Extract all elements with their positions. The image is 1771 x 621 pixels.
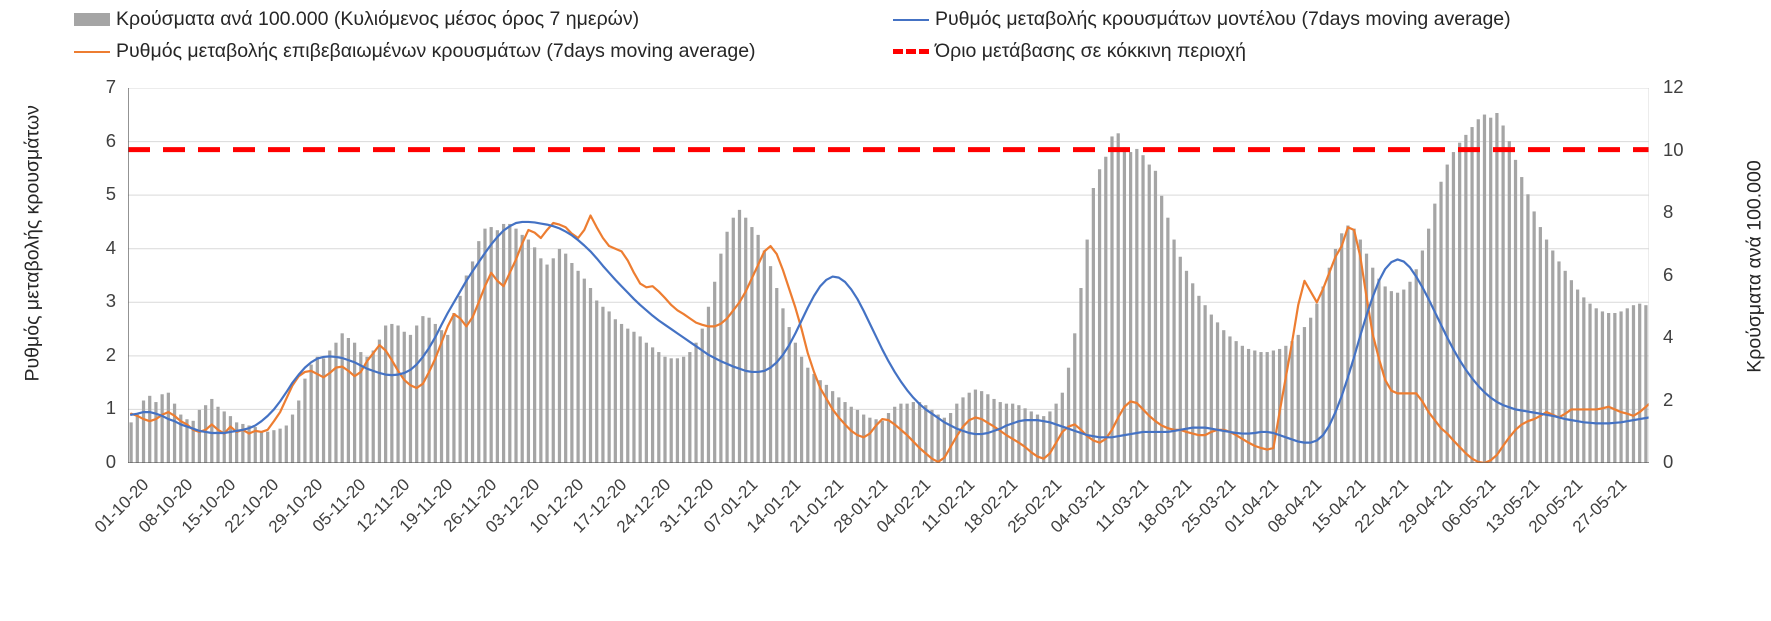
legend-label-confirmed-rate: Ρυθμός μεταβολής επιβεβαιωμένων κρουσμάτ… <box>116 40 756 62</box>
y-right-tick-2: 2 <box>1663 388 1674 410</box>
legend-label-cases-per-100k: Κρούσματα ανά 100.000 (Κυλιόμενος μέσος … <box>116 8 640 30</box>
bar-series <box>129 113 1648 463</box>
legend-item-model-rate[interactable]: Ρυθμός μεταβολής κρουσμάτων μοντέλου (7d… <box>893 8 1511 31</box>
y-axis-right-title: Κρούσματα ανά 100.000 <box>1743 160 1766 373</box>
y-right-tick-6: 6 <box>1663 263 1674 285</box>
line-series-confirmed <box>130 214 1649 463</box>
y-right-tick-0: 0 <box>1663 451 1674 472</box>
chart-canvas <box>128 88 1649 463</box>
y-right-tick-4: 4 <box>1663 326 1674 347</box>
y-left-tick-3: 3 <box>105 290 116 312</box>
plot-area <box>128 88 1649 463</box>
line-blue-icon <box>893 18 929 21</box>
dashed-red-line-icon <box>893 49 929 54</box>
y-axis-left-title: Ρυθμός μεταβολής κρουσμάτων <box>21 105 44 382</box>
legend-item-cases-per-100k[interactable]: Κρούσματα ανά 100.000 (Κυλιόμενος μέσος … <box>74 8 639 31</box>
y-left-tick-5: 5 <box>105 183 116 205</box>
bar-swatch-icon <box>74 13 110 26</box>
legend-item-red-threshold[interactable]: Όριο μετάβασης σε κόκκινη περιοχή <box>893 40 1246 63</box>
line-orange-icon <box>74 50 110 53</box>
legend-item-confirmed-rate[interactable]: Ρυθμός μεταβολής επιβεβαιωμένων κρουσμάτ… <box>74 40 756 63</box>
legend-label-model-rate: Ρυθμός μεταβολής κρουσμάτων μοντέλου (7d… <box>935 8 1511 30</box>
chart-legend: Κρούσματα ανά 100.000 (Κυλιόμενος μέσος … <box>0 0 1771 66</box>
y-left-tick-7: 7 <box>105 76 116 97</box>
line-series-model <box>130 220 1649 444</box>
y-left-tick-1: 1 <box>105 397 116 419</box>
y-left-tick-4: 4 <box>105 236 116 258</box>
y-left-tick-2: 2 <box>105 343 116 365</box>
y-right-tick-12: 12 <box>1663 76 1684 97</box>
y-left-tick-6: 6 <box>105 129 116 151</box>
y-right-tick-8: 8 <box>1663 201 1674 222</box>
legend-label-red-threshold: Όριο μετάβασης σε κόκκινη περιοχή <box>935 40 1246 62</box>
y-right-tick-10: 10 <box>1663 138 1684 160</box>
y-left-tick-0: 0 <box>105 451 116 472</box>
